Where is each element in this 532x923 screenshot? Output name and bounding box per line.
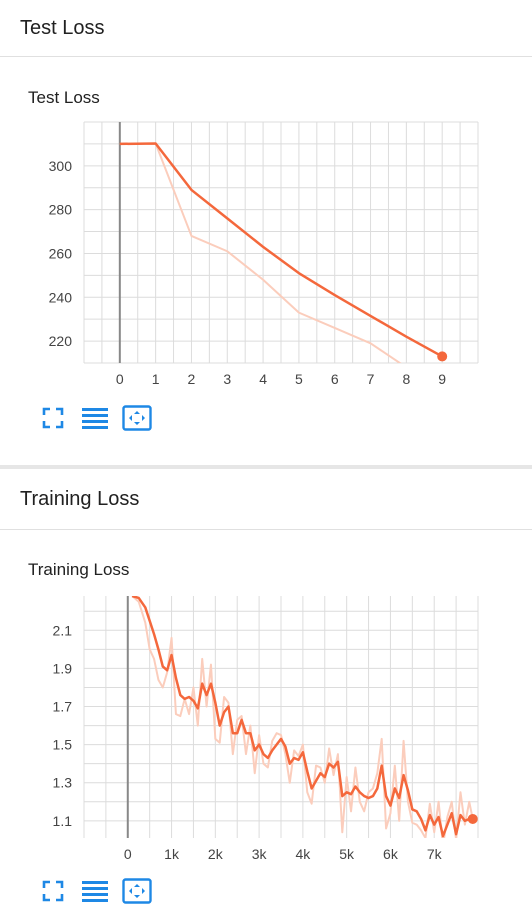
x-tick-label: 1k [164,846,180,862]
x-tick-label: 2 [188,371,196,387]
y-tick-label: 240 [49,289,73,305]
chart-title: Test Loss [28,88,100,107]
x-tick-label: 6 [331,371,339,387]
raw-series-line [131,596,474,838]
training-loss-chart[interactable]: 0 1k 2k 3k 4k 5k 6k 7k 1.1 1.3 1.5 1.7 1.9 2.1 [0,469,532,874]
chart-toolbar [38,405,164,431]
test-loss-section: Test Loss Test Loss 0 1 2 3 4 5 6 7 8 9 220 240 260 2… [0,0,532,431]
expand-chart-button[interactable] [122,405,152,431]
toggle-log-scale-button[interactable] [80,878,110,904]
gridlines [83,596,479,838]
x-tick-label: 8 [402,371,410,387]
x-tick-label: 7k [427,846,443,862]
section-title: Test Loss [20,16,105,39]
expand-chart-button[interactable] [122,878,152,904]
fit-to-data-button[interactable] [38,878,68,904]
last-point-marker [437,351,448,362]
y-tick-label: 2.1 [53,622,73,638]
toggle-log-scale-icon [82,881,108,902]
gridlines [83,121,479,364]
toggle-log-scale-button[interactable] [80,405,110,431]
smoothed-series-line [131,596,473,838]
expand-chart-icon [122,405,152,431]
training-loss-section: Training Loss Training Loss 0 1k 2k 3k 4k 5k 6… [0,469,532,923]
x-tick-label: 7 [367,371,375,387]
y-tick-label: 300 [49,158,73,174]
y-tick-label: 280 [49,202,73,218]
x-tick-label: 6k [383,846,399,862]
toggle-log-scale-icon [82,408,108,429]
test-loss-chart[interactable]: 0 1 2 3 4 5 6 7 8 9 220 240 260 280 300 [0,0,532,400]
section-title: Training Loss [20,487,140,510]
x-tick-label: 3 [223,371,231,387]
x-tick-label: 3k [252,846,268,862]
x-tick-label: 5k [339,846,355,862]
y-tick-label: 1.3 [53,775,73,791]
x-tick-label: 0 [116,371,124,387]
last-point-marker [467,813,478,824]
y-tick-label: 1.1 [53,813,73,829]
chart-toolbar [38,878,164,904]
x-tick-label: 2k [208,846,224,862]
smoothed-series-line [119,142,443,358]
x-tick-label: 9 [438,371,446,387]
fit-to-data-button[interactable] [38,405,68,431]
y-tick-label: 1.9 [53,660,73,676]
section-header-test-loss[interactable]: Test Loss [0,0,532,57]
x-tick-label: 5 [295,371,303,387]
raw-series-line [119,142,402,363]
y-tick-label: 1.5 [53,737,73,753]
section-divider [0,465,532,469]
x-tick-label: 4 [259,371,267,387]
y-tick-label: 220 [49,333,73,349]
x-tick-label: 4k [295,846,311,862]
expand-chart-icon [122,878,152,904]
fit-to-data-icon [42,880,64,902]
chart-title: Training Loss [28,560,130,579]
fit-to-data-icon [42,407,64,429]
y-tick-label: 260 [49,245,73,261]
x-tick-label: 0 [124,846,132,862]
y-tick-label: 1.7 [53,699,73,715]
x-tick-label: 1 [152,371,160,387]
section-header-training-loss[interactable]: Training Loss [0,469,532,530]
